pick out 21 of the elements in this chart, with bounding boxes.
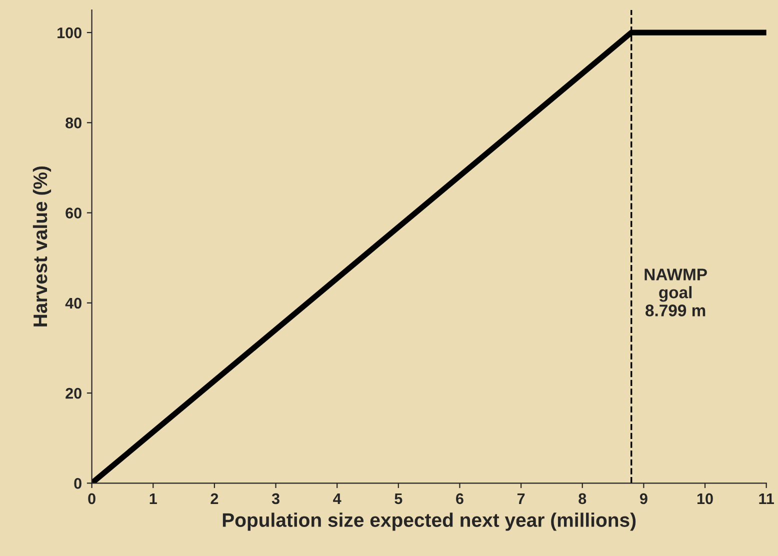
y-tick-label: 60 <box>66 208 82 218</box>
y-tick-label: 100 <box>58 27 82 38</box>
x-tick-label: 11 <box>759 493 774 504</box>
x-tick-label: 6 <box>456 493 464 504</box>
y-tick-label: 40 <box>65 298 82 309</box>
x-tick-label: 5 <box>394 493 402 504</box>
x-tick-label: 9 <box>640 493 648 504</box>
x-tick-label: 2 <box>210 493 218 504</box>
x-tick-label: 3 <box>272 493 280 504</box>
x-tick-label: 10 <box>697 493 713 504</box>
x-tick-label: 0 <box>88 493 96 504</box>
x-tick-label: 8 <box>578 493 586 504</box>
y-tick-label: 80 <box>66 118 82 128</box>
x-tick-label: 1 <box>150 493 157 504</box>
ref-line-label: NAWMP goal 8.799 m <box>644 268 707 316</box>
y-tick-label: 0 <box>74 478 82 489</box>
x-tick-label: 4 <box>333 493 342 504</box>
x-axis-title: Population size expected next year (millions) <box>222 512 636 531</box>
y-tick-label: 20 <box>66 388 82 399</box>
y-axis-title: Harvest value (%) <box>32 166 52 326</box>
x-tick-label: 7 <box>517 493 525 504</box>
